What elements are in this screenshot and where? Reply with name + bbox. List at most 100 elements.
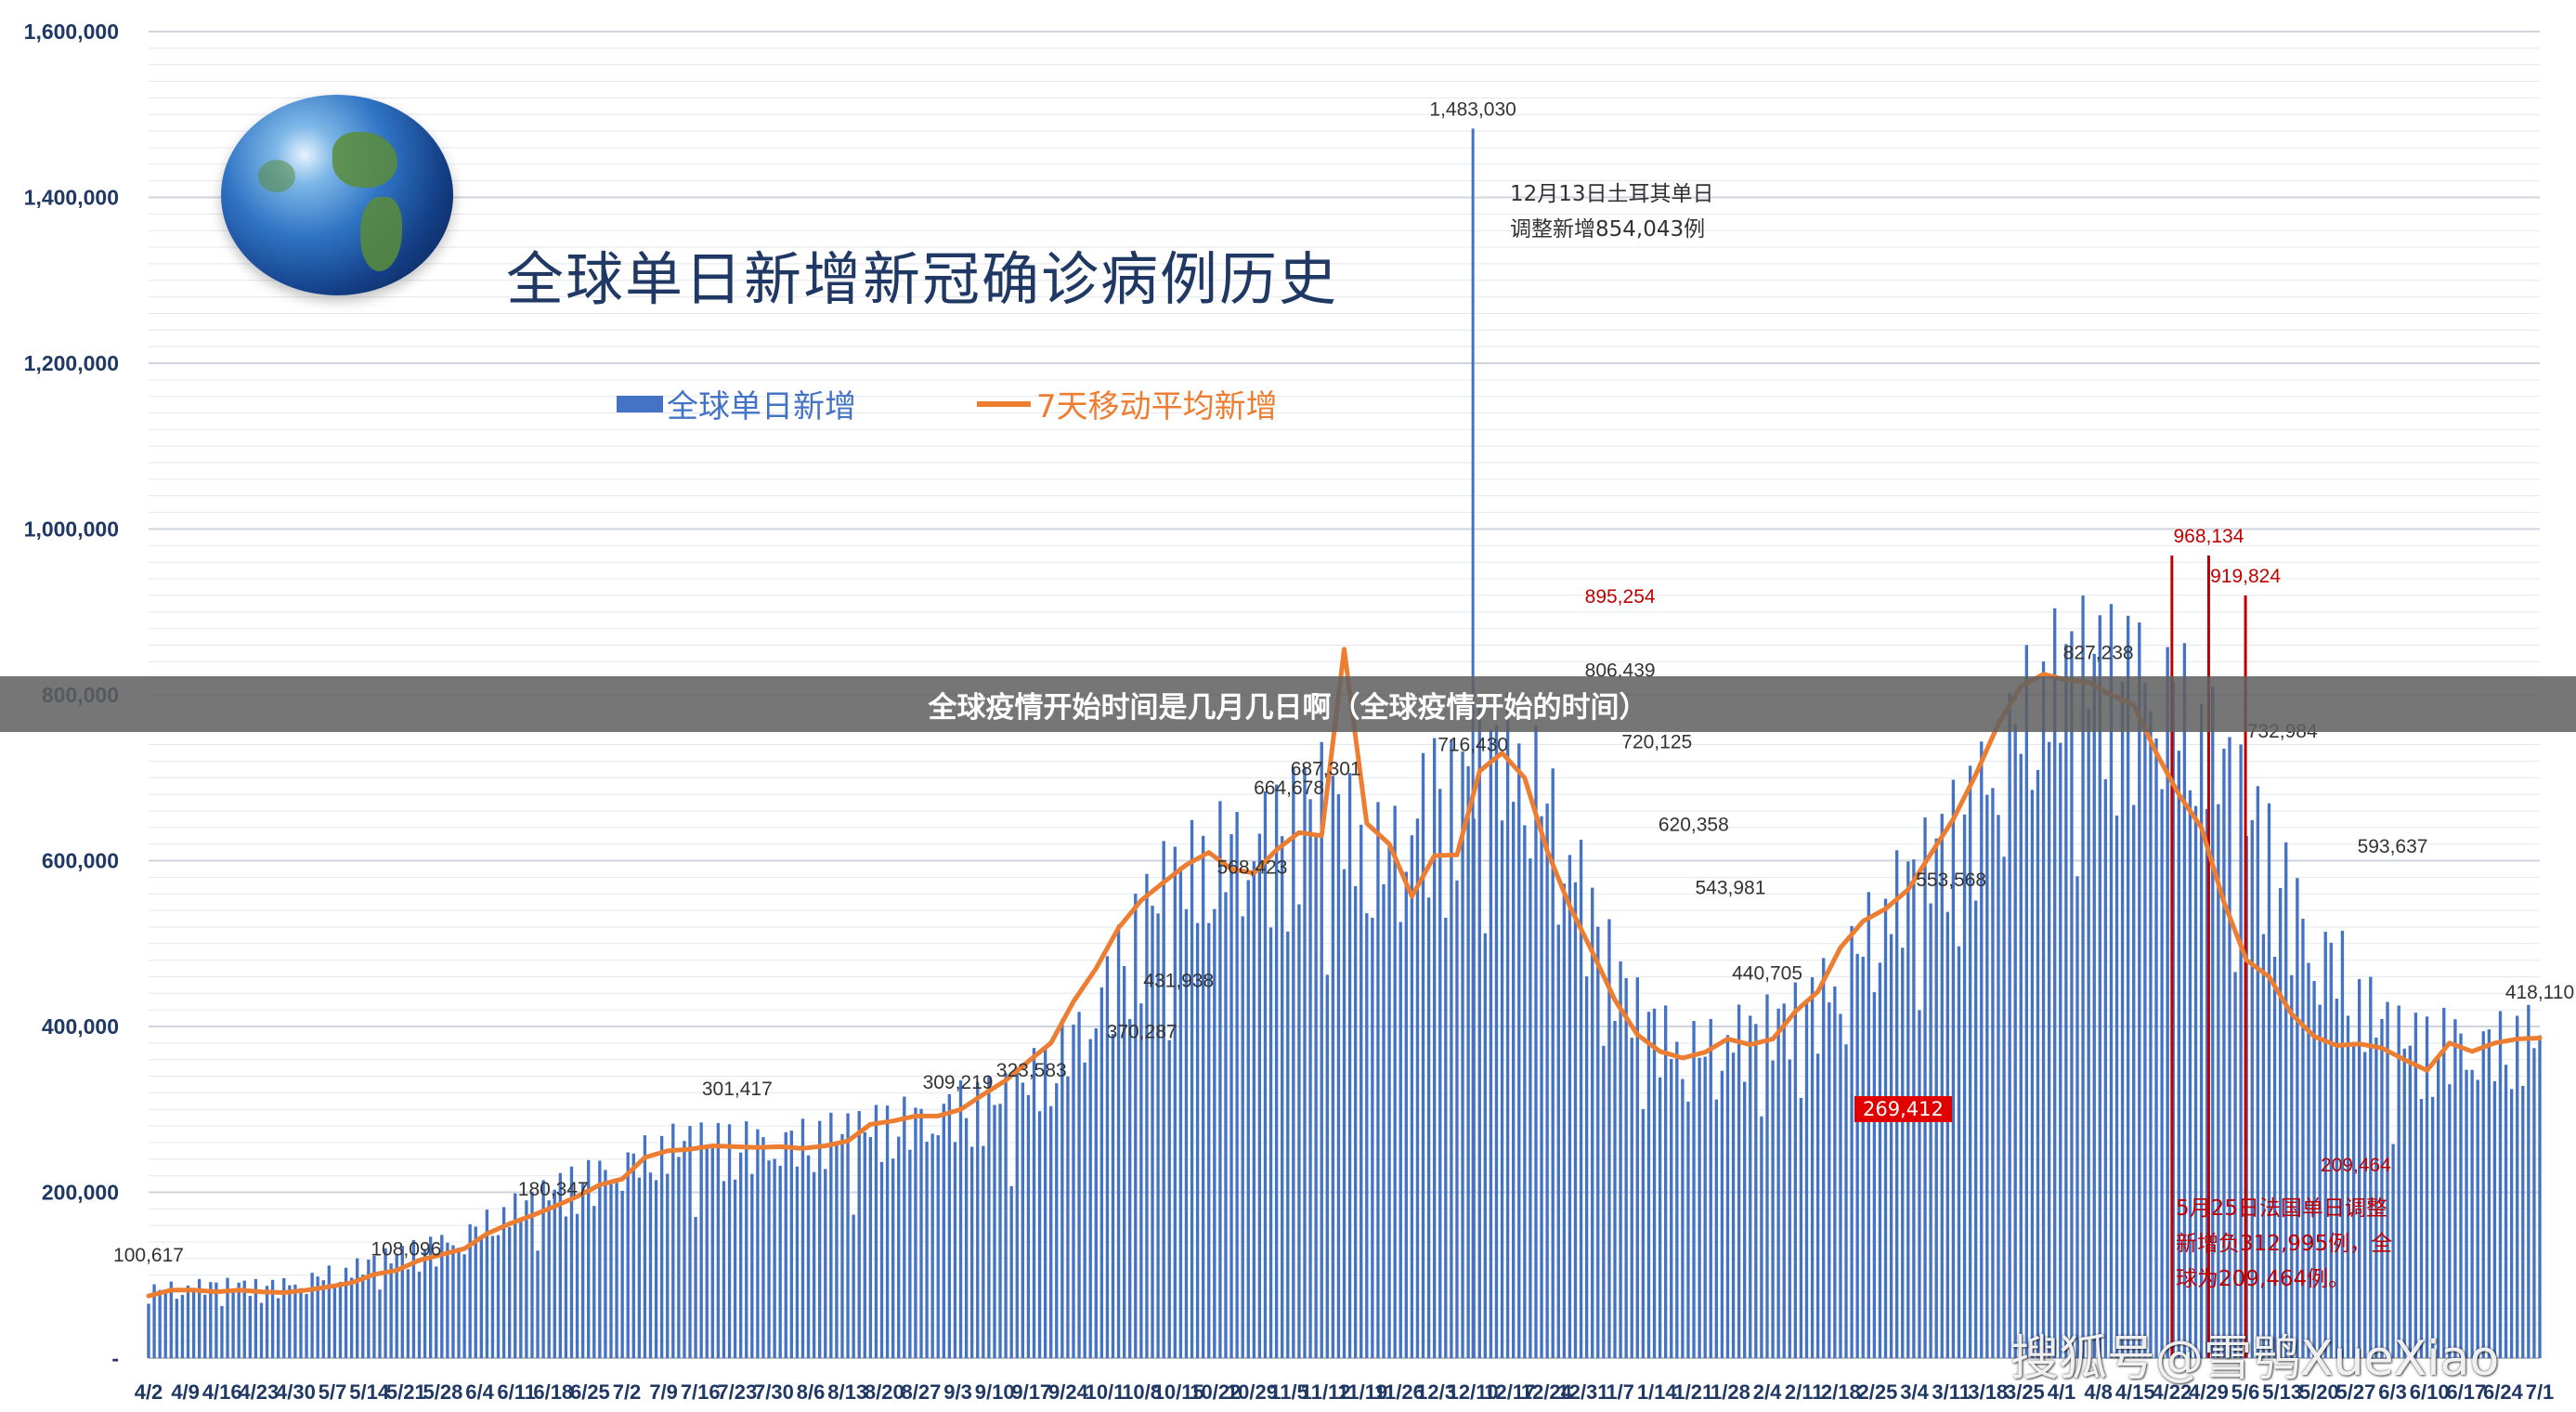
daily-bar [1145,873,1149,1358]
daily-bar [180,1294,185,1358]
daily-bar [818,1120,822,1358]
bar-series [147,595,2542,1358]
daily-bar [356,1258,359,1358]
daily-bar [344,1267,348,1358]
x-tick-label: 6/10 [2410,1380,2450,1404]
daily-bar [2437,1055,2440,1358]
daily-bar [2386,1001,2389,1358]
daily-bar [1021,1082,1025,1358]
daily-bar [215,1282,218,1358]
x-tick-label: 7/9 [649,1380,678,1404]
daily-bar [1303,766,1307,1358]
daily-bar [1951,779,1956,1358]
daily-bar [1540,816,1543,1358]
daily-bar [592,1206,596,1358]
legend-item-average: 7天移动平均新增 [977,381,1278,426]
x-tick-label: 8/27 [902,1380,942,1404]
daily-bar [1743,1081,1747,1358]
daily-bar [727,1124,732,1358]
daily-bar [496,1235,501,1358]
daily-bar [2476,1079,2479,1358]
daily-bar [242,1280,246,1358]
daily-bar [2126,615,2130,1358]
daily-bar [1342,869,1347,1358]
daily-bar [1461,751,1464,1358]
y-tick-label: 1,000,000 [24,517,119,542]
daily-bar [1274,784,1279,1358]
daily-bar [519,1218,523,1358]
daily-bar [2351,1041,2356,1358]
x-tick-label: 5/20 [2299,1380,2339,1404]
daily-bar [2329,942,2333,1358]
x-tick-label: 1/28 [1711,1380,1750,1404]
x-tick-label: 9/10 [975,1380,1015,1404]
daily-bar [1320,741,1323,1358]
data-label: 100,617 [113,1245,184,1266]
daily-bar [1652,1008,1657,1358]
x-tick-label: 9/17 [1011,1380,1051,1404]
daily-bar [846,1113,850,1358]
daily-bar [1681,1079,1685,1358]
daily-bar [2109,604,2114,1358]
daily-bar [1134,894,1138,1358]
daily-bar [908,1149,912,1358]
x-tick-label: 6/3 [2378,1380,2407,1404]
data-label: 687,301 [1291,759,1361,780]
daily-bar [1771,1060,1775,1358]
x-tick-label: 12/24 [1521,1380,1573,1404]
x-tick-label: 2/4 [1753,1380,1782,1404]
daily-bar [1861,956,1865,1358]
daily-bar [2448,1084,2452,1358]
daily-bar [1765,994,1769,1358]
daily-bar [958,1080,963,1358]
daily-bar [2256,786,2260,1358]
daily-bar [745,1121,748,1358]
daily-bar [1241,916,1244,1358]
daily-bar [2516,1015,2519,1358]
x-tick-label: 11/12 [1301,1380,1351,1404]
daily-bar [226,1277,229,1358]
daily-bar [925,1142,929,1358]
daily-bar [1426,897,1431,1358]
daily-bar [1308,799,1312,1358]
x-tick-label: 6/24 [2483,1380,2524,1404]
daily-bar [2408,1045,2412,1358]
daily-bar [1229,833,1233,1358]
daily-bar [372,1255,376,1358]
daily-bar [897,1136,901,1358]
daily-bar [1957,946,1961,1358]
daily-bar [1523,825,1527,1358]
daily-bar [806,1155,811,1358]
daily-bar [2481,1031,2485,1358]
daily-bar [2188,790,2192,1358]
daily-bar [604,1170,607,1358]
daily-bar [1929,903,1932,1358]
daily-bar [163,1291,167,1358]
daily-bar [1162,841,1165,1358]
daily-bar [1670,1059,1673,1358]
daily-bar [778,1165,782,1358]
daily-bar [2120,681,2125,1358]
daily-bar [1607,919,1611,1358]
daily-bar [248,1295,252,1358]
daily-bar [1376,802,1380,1358]
daily-bar [1855,953,1859,1358]
daily-bar [2199,703,2204,1358]
daily-bar [1974,900,1978,1358]
daily-bar [1579,839,1583,1358]
daily-bar [1371,917,1374,1358]
x-tick-label: 5/13 [2262,1380,2302,1404]
x-tick-label: 5/14 [349,1380,390,1404]
x-tick-label: 7/16 [681,1380,721,1404]
data-label: 968,134 [2174,526,2244,547]
y-tick-label: 200,000 [42,1181,119,1205]
daily-bar [677,1157,681,1358]
daily-bar [428,1236,433,1358]
x-tick-label: 11/19 [1337,1380,1387,1404]
daily-bar [2470,1069,2474,1358]
daily-bar [2059,742,2062,1358]
daily-bar [446,1242,449,1358]
daily-bar [1173,846,1177,1358]
daily-bar [1776,1008,1780,1358]
